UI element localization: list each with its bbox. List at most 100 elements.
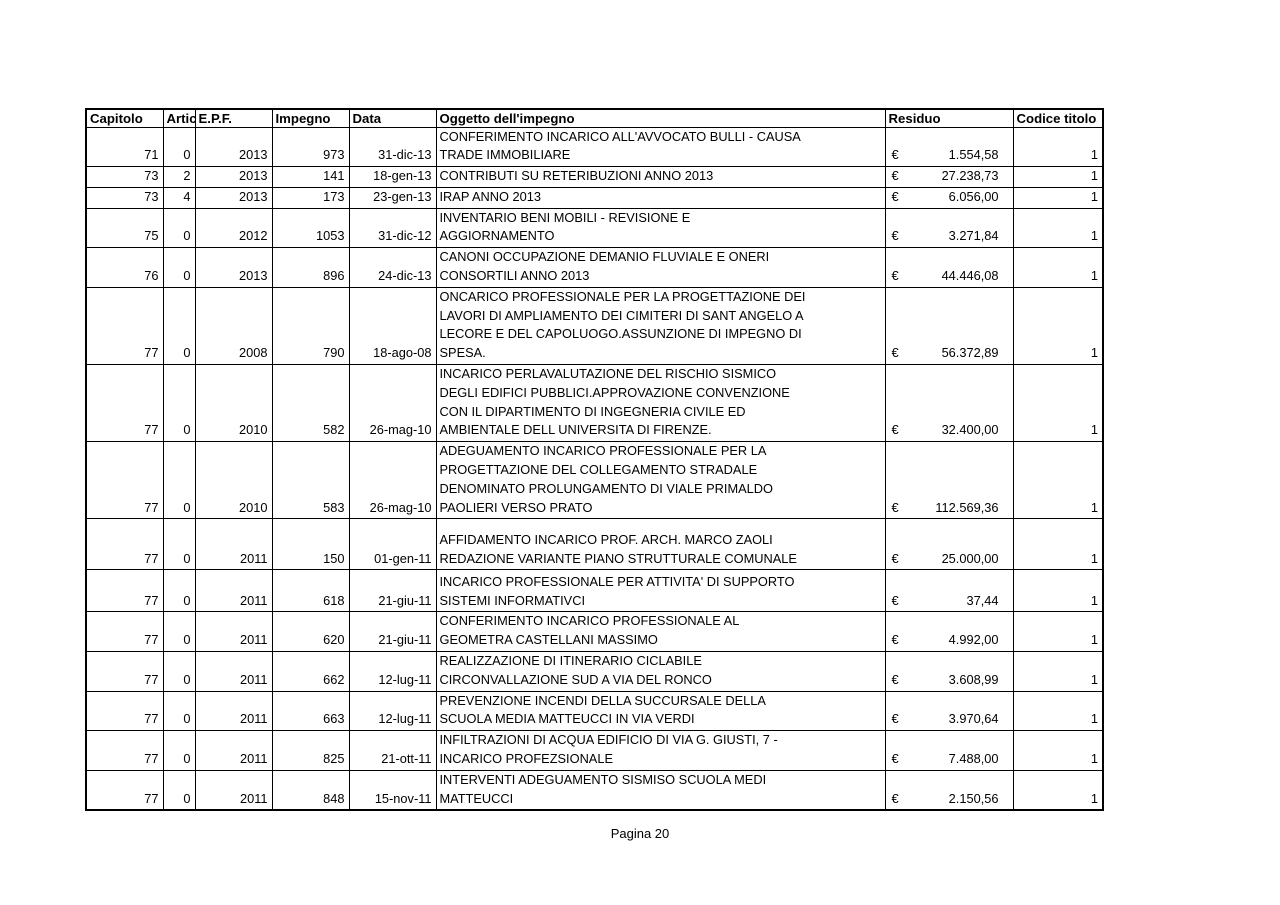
codice-titolo-cell: 1 <box>1012 611 1104 653</box>
header-articolo: Artic <box>162 108 196 128</box>
residuo-cell: € 6.056,00 <box>884 186 1014 209</box>
header-codice-titolo: Codice titolo <box>1012 108 1104 128</box>
data-cell: 15-nov-11 <box>348 769 437 811</box>
oggetto-cell: INTERVENTI ADEGUAMENTO SISMISO SCUOLA ME… <box>435 769 886 811</box>
data-cell: 21-giu-11 <box>348 569 437 613</box>
codice-titolo-cell: 1 <box>1012 730 1104 771</box>
codice-titolo-cell: 1 <box>1012 569 1104 613</box>
impegno-cell: 150 <box>271 518 350 571</box>
data-cell: 12-lug-11 <box>348 690 437 732</box>
euro-symbol: € <box>891 188 899 204</box>
capitolo-cell: 77 <box>85 651 164 692</box>
euro-symbol: € <box>891 228 899 244</box>
residuo-cell: € 25.000,00 <box>884 518 1014 571</box>
table-row: 77 0 2011 825 21-ott-11 INFILTRAZIONI DI… <box>85 730 1104 771</box>
residuo-cell: € 7.488,00 <box>884 730 1014 771</box>
capitolo-cell: 77 <box>85 286 164 366</box>
impegno-cell: 790 <box>271 286 350 366</box>
table-row: 77 0 2010 583 26-mag-10 ADEGUAMENTO INCA… <box>85 441 1104 520</box>
table-row: 77 0 2011 848 15-nov-11 INTERVENTI ADEGU… <box>85 769 1104 811</box>
codice-titolo-cell: 1 <box>1012 651 1104 692</box>
capitolo-cell: 77 <box>85 611 164 653</box>
residuo-cell: € 3.608,99 <box>884 651 1014 692</box>
euro-symbol: € <box>891 268 899 284</box>
table-row: 77 0 2011 663 12-lug-11 PREVENZIONE INCE… <box>85 690 1104 732</box>
residuo-amount: 4.992,00 <box>948 632 999 648</box>
impegni-table: Capitolo Artic E.P.F. Impegno Data Ogget… <box>85 108 1104 812</box>
articolo-cell: 0 <box>162 441 196 520</box>
codice-titolo-cell: 1 <box>1012 186 1104 209</box>
oggetto-cell: CONFERIMENTO INCARICO PROFESSIONALE AL G… <box>435 611 886 653</box>
articolo-cell: 4 <box>162 186 196 209</box>
articolo-cell: 0 <box>162 730 196 771</box>
oggetto-cell: IRAP ANNO 2013 <box>435 186 886 209</box>
table-row: 77 0 2011 150 01-gen-11 AFFIDAMENTO INCA… <box>85 518 1104 571</box>
residuo-amount: 27.238,73 <box>941 168 999 184</box>
epf-cell: 2011 <box>194 611 273 653</box>
epf-cell: 2013 <box>194 247 273 288</box>
impegno-cell: 620 <box>271 611 350 653</box>
capitolo-cell: 77 <box>85 569 164 613</box>
euro-symbol: € <box>891 345 899 361</box>
residuo-cell: € 1.554,58 <box>884 126 1014 168</box>
table-row: 75 0 2012 1053 31-dic-12 INVENTARIO BENI… <box>85 207 1104 249</box>
codice-titolo-cell: 1 <box>1012 286 1104 366</box>
table-row: 77 0 2010 582 26-mag-10 INCARICO PERLAVA… <box>85 364 1104 443</box>
capitolo-cell: 77 <box>85 769 164 811</box>
oggetto-cell: PREVENZIONE INCENDI DELLA SUCCURSALE DEL… <box>435 690 886 732</box>
impegno-cell: 973 <box>271 126 350 168</box>
data-cell: 24-dic-13 <box>348 247 437 288</box>
oggetto-cell: CONFERIMENTO INCARICO ALL'AVVOCATO BULLI… <box>435 126 886 168</box>
residuo-cell: € 4.992,00 <box>884 611 1014 653</box>
euro-symbol: € <box>891 671 899 687</box>
articolo-cell: 0 <box>162 286 196 366</box>
residuo-amount: 6.056,00 <box>948 188 999 204</box>
epf-cell: 2010 <box>194 364 273 443</box>
residuo-amount: 3.608,99 <box>948 671 999 687</box>
oggetto-cell: INCARICO PROFESSIONALE PER ATTIVITA' DI … <box>435 569 886 613</box>
articolo-cell: 0 <box>162 247 196 288</box>
residuo-amount: 32.400,00 <box>941 422 999 438</box>
euro-symbol: € <box>891 711 899 727</box>
impegno-cell: 848 <box>271 769 350 811</box>
residuo-cell: € 32.400,00 <box>884 364 1014 443</box>
data-cell: 31-dic-12 <box>348 207 437 249</box>
header-residuo: Residuo <box>884 108 1014 128</box>
data-cell: 21-ott-11 <box>348 730 437 771</box>
oggetto-cell: REALIZZAZIONE DI ITINERARIO CICLABILE CI… <box>435 651 886 692</box>
data-cell: 26-mag-10 <box>348 441 437 520</box>
data-cell: 12-lug-11 <box>348 651 437 692</box>
residuo-cell: € 3.271,84 <box>884 207 1014 249</box>
header-epf: E.P.F. <box>194 108 273 128</box>
residuo-amount: 2.150,56 <box>948 790 999 806</box>
codice-titolo-cell: 1 <box>1012 166 1104 188</box>
residuo-amount: 112.569,36 <box>935 499 999 515</box>
table-row: 77 0 2008 790 18-ago-08 ONCARICO PROFESS… <box>85 286 1104 366</box>
residuo-amount: 37,44 <box>966 592 999 608</box>
impegno-cell: 583 <box>271 441 350 520</box>
residuo-amount: 3.271,84 <box>948 228 999 244</box>
impegno-cell: 173 <box>271 186 350 209</box>
residuo-amount: 44.446,08 <box>941 268 999 284</box>
euro-symbol: € <box>891 790 899 806</box>
articolo-cell: 2 <box>162 166 196 188</box>
articolo-cell: 0 <box>162 611 196 653</box>
articolo-cell: 0 <box>162 769 196 811</box>
epf-cell: 2013 <box>194 186 273 209</box>
impegno-cell: 1053 <box>271 207 350 249</box>
header-capitolo: Capitolo <box>85 108 164 128</box>
oggetto-cell: AFFIDAMENTO INCARICO PROF. ARCH. MARCO Z… <box>435 518 886 571</box>
oggetto-cell: CANONI OCCUPAZIONE DEMANIO FLUVIALE E ON… <box>435 247 886 288</box>
euro-symbol: € <box>891 751 899 767</box>
residuo-amount: 56.372,89 <box>941 345 999 361</box>
capitolo-cell: 77 <box>85 690 164 732</box>
codice-titolo-cell: 1 <box>1012 769 1104 811</box>
impegno-cell: 663 <box>271 690 350 732</box>
oggetto-cell: INFILTRAZIONI DI ACQUA EDIFICIO DI VIA G… <box>435 730 886 771</box>
header-impegno: Impegno <box>271 108 350 128</box>
impegno-cell: 618 <box>271 569 350 613</box>
data-cell: 23-gen-13 <box>348 186 437 209</box>
articolo-cell: 0 <box>162 518 196 571</box>
euro-symbol: € <box>891 592 899 608</box>
residuo-cell: € 112.569,36 <box>884 441 1014 520</box>
